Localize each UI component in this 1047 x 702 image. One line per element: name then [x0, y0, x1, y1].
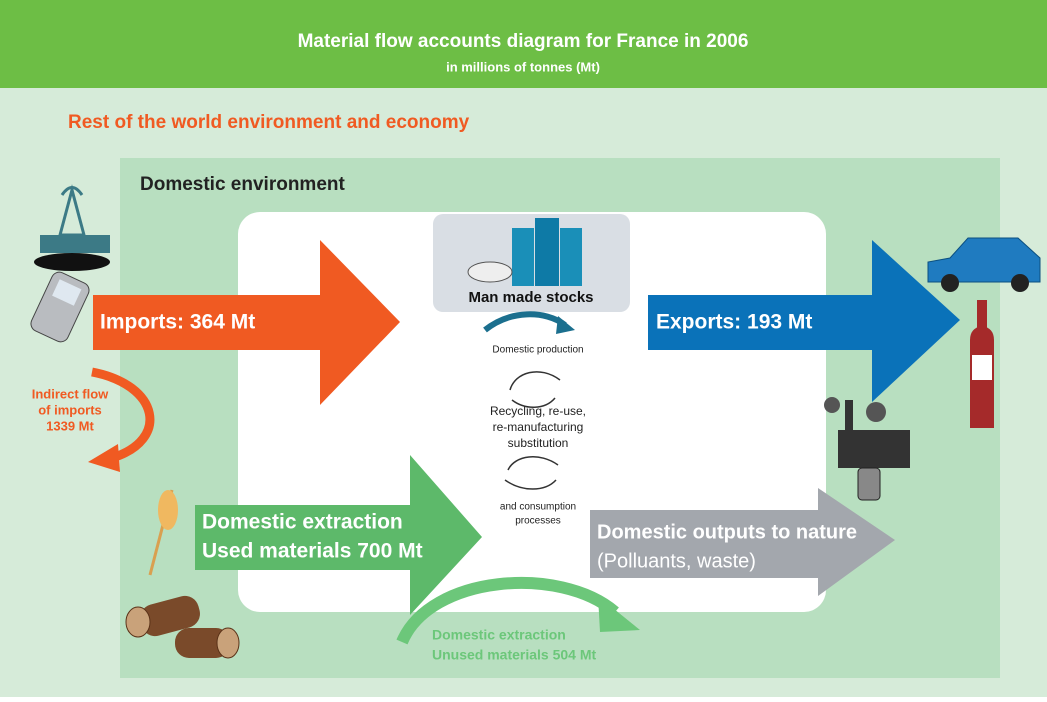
title: Material flow accounts diagram for Franc… [298, 31, 749, 52]
diagram: Material flow accounts diagram for Franc… [0, 0, 1047, 697]
process-text: Domestic production [492, 345, 583, 356]
indirect-line: of imports [38, 402, 102, 417]
process-text: processes [515, 516, 561, 527]
extraction-used-line: Domestic extraction [202, 511, 403, 534]
process-text: re-manufacturing [493, 420, 584, 434]
unused-line: Unused materials 504 Mt [432, 647, 597, 663]
subtitle: in millions of tonnes (Mt) [446, 59, 600, 74]
inner-label: Domestic environment [140, 174, 345, 195]
outputs-line: Domestic outputs to nature [597, 521, 857, 543]
process-text: and consumption [500, 502, 576, 513]
indirect-line: Indirect flow [32, 386, 109, 401]
process-text: substitution [508, 436, 569, 450]
exports-label: Exports: 193 Mt [656, 311, 812, 334]
outer-label: Rest of the world environment and econom… [68, 112, 470, 133]
unused-line: Domestic extraction [432, 627, 566, 643]
indirect-line: 1339 Mt [46, 418, 94, 433]
stocks-label: Man made stocks [468, 289, 593, 306]
extraction-used-line: Used materials 700 Mt [202, 540, 423, 563]
imports-label: Imports: 364 Mt [100, 311, 255, 334]
process-text: Recycling, re-use, [490, 404, 586, 418]
outputs-line: (Polluants, waste) [597, 550, 756, 572]
